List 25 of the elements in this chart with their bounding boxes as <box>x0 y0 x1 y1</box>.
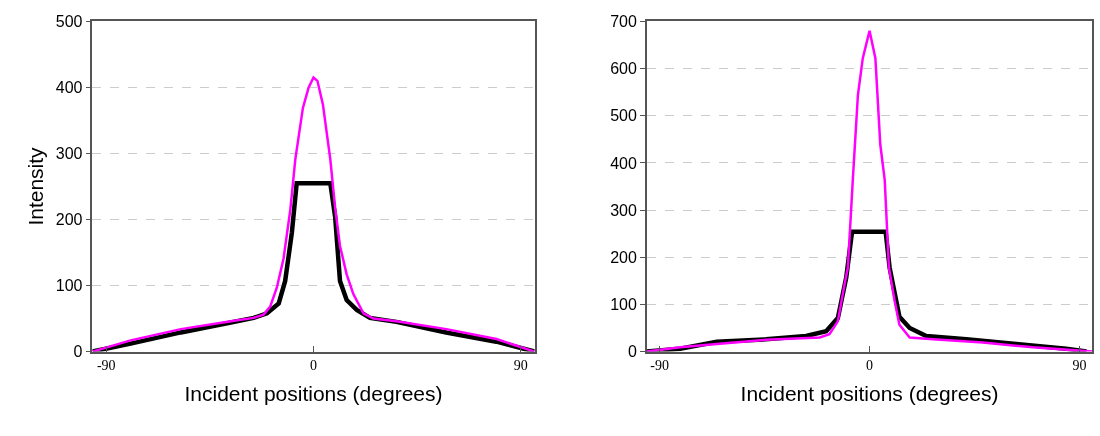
line-series <box>92 76 535 352</box>
x-tick-label: 90 <box>1072 358 1087 374</box>
y-tick-label: 200 <box>610 248 637 266</box>
y-axis-title: Intensity <box>24 146 48 226</box>
y-tick-label: 200 <box>55 211 83 229</box>
y-tick-label: 100 <box>610 296 637 314</box>
x-tick-label: -90 <box>650 358 669 374</box>
x-tick-label: 0 <box>310 358 317 374</box>
y-tick-label: 400 <box>610 154 637 172</box>
x-tick-label: 0 <box>866 358 874 374</box>
line-series <box>646 29 1093 352</box>
x-tick-label: 90 <box>513 358 528 374</box>
y-tick-label: 400 <box>55 79 83 97</box>
y-tick-label: 100 <box>55 277 83 295</box>
y-tick-label: 300 <box>610 201 637 219</box>
y-tick-label: 0 <box>73 343 83 361</box>
x-axis-title: Incident positions (degrees) <box>740 381 999 405</box>
y-tick-label: 700 <box>610 13 637 31</box>
x-tick-label: -90 <box>96 358 116 374</box>
x-axis-title: Incident positions (degrees) <box>184 381 443 405</box>
y-tick-label: 0 <box>627 343 637 361</box>
y-tick-label: 600 <box>610 60 637 78</box>
y-tick-label: 300 <box>55 145 83 163</box>
y-tick-label: 500 <box>55 13 83 31</box>
y-tick-label: 500 <box>610 107 637 125</box>
